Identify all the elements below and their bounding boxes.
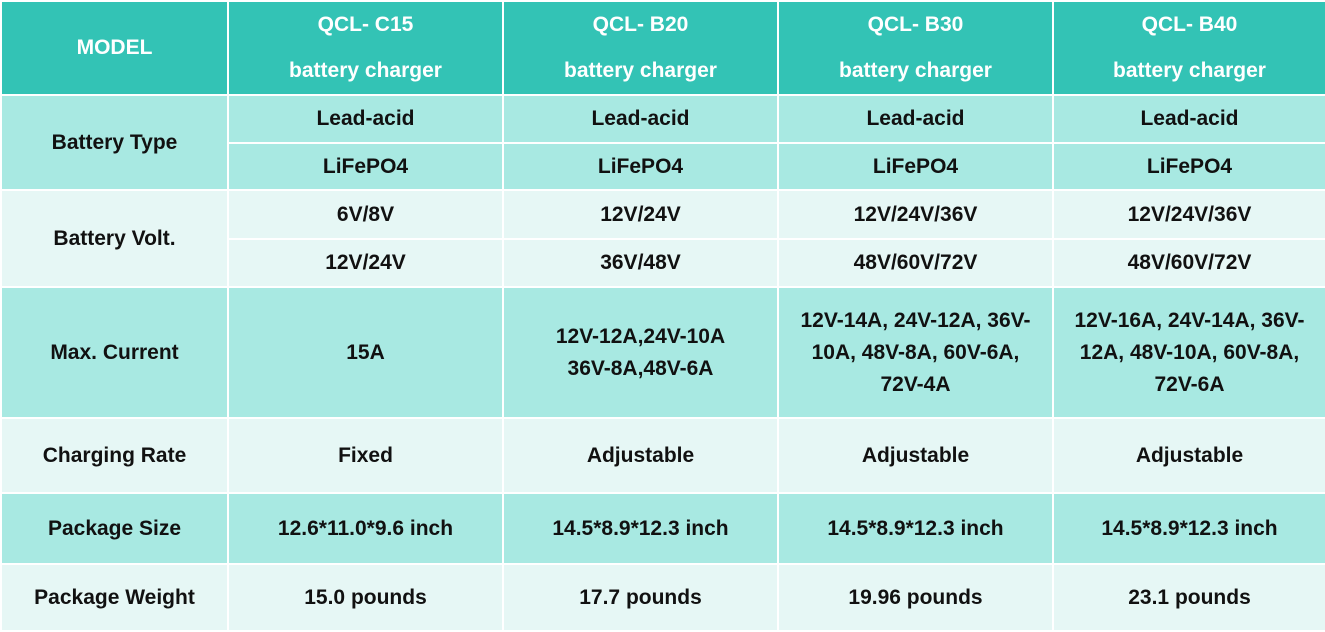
model-name: QCL- B30 xyxy=(867,13,964,36)
cell: 12V/24V xyxy=(227,238,504,288)
model-header: QCL- B20 battery charger xyxy=(502,0,779,96)
cell: 36V/48V xyxy=(502,238,779,288)
cell: 12V-12A,24V-10A 36V-8A,48V-6A xyxy=(502,286,779,419)
cell-line: 17.7 pounds xyxy=(579,585,702,609)
cell-line: 12A, 48V-10A, 60V-8A, xyxy=(1079,340,1300,364)
cell: LiFePO4 xyxy=(227,142,504,191)
cell: 14.5*8.9*12.3 inch xyxy=(1052,492,1325,565)
cell: Lead-acid xyxy=(777,94,1054,144)
cell-line: 15A xyxy=(346,340,385,364)
model-header: QCL- C15 battery charger xyxy=(227,0,504,96)
row-label: Charging Rate xyxy=(0,417,229,494)
cell: 48V/60V/72V xyxy=(1052,238,1325,288)
cell: 17.7 pounds xyxy=(502,563,779,632)
cell-line: 19.96 pounds xyxy=(848,585,983,609)
cell-line: Adjustable xyxy=(861,443,970,467)
row: Package Size 12.6*11.0*9.6 inch 14.5*8.9*1… xyxy=(0,492,1325,565)
cell-line: 10A, 48V-8A, 60V-6A, xyxy=(811,340,1020,364)
sub-row: Battery Type Lead-acid Lead-acid Lead-acid L… xyxy=(0,94,1325,191)
header-label: MODEL xyxy=(0,0,229,96)
row-label: Max. Current xyxy=(0,286,229,419)
row-label: Battery Type xyxy=(0,94,229,191)
cell-line: 12.6*11.0*9.6 inch xyxy=(277,516,454,540)
cell: 15A xyxy=(227,286,504,419)
cell-line: 12V-12A,24V-10A xyxy=(555,324,726,348)
cell: 15.0 pounds xyxy=(227,563,504,632)
cell: LiFePO4 xyxy=(1052,142,1325,191)
row-label: Package Weight xyxy=(0,563,229,632)
cell: 14.5*8.9*12.3 inch xyxy=(502,492,779,565)
cell: 48V/60V/72V xyxy=(777,238,1054,288)
cell: 14.5*8.9*12.3 inch xyxy=(777,492,1054,565)
sub-row: Battery Volt. 6V/8V 12V/24V 12V/24V/36V 12V/… xyxy=(0,189,1325,288)
cell: 12V-14A, 24V-12A, 36V- 10A, 48V-8A, 60V-6… xyxy=(777,286,1054,419)
cell: 12.6*11.0*9.6 inch xyxy=(227,492,504,565)
cell-line: 72V-4A xyxy=(880,372,951,396)
cell: Lead-acid xyxy=(227,94,504,144)
model-name: QCL- B40 xyxy=(1141,13,1238,36)
cell-line: 14.5*8.9*12.3 inch xyxy=(552,516,729,540)
cell-line: Adjustable xyxy=(1135,443,1244,467)
cell-line: 72V-6A xyxy=(1154,372,1225,396)
cell: Adjustable xyxy=(502,417,779,494)
model-subtitle: battery charger xyxy=(564,59,717,82)
cell-line: 12V-14A, 24V-12A, 36V- xyxy=(800,308,1031,332)
cell: 12V/24V xyxy=(502,189,779,240)
sub-row: LiFePO4 LiFePO4 LiFePO4 LiFePO4 xyxy=(1,142,1325,191)
cell-line: Fixed xyxy=(338,443,393,467)
cell: 19.96 pounds xyxy=(777,563,1054,632)
cell: Lead-acid xyxy=(502,94,779,144)
sub-row: 12V/24V 36V/48V 48V/60V/72V 48V/60V/72V xyxy=(1,238,1325,288)
cell: 12V/24V/36V xyxy=(1052,189,1325,240)
cell: 6V/8V xyxy=(227,189,504,240)
row: Charging Rate Fixed Adjustable Adjustable Ad… xyxy=(0,417,1325,494)
model-subtitle: battery charger xyxy=(839,59,992,82)
model-header: QCL- B30 battery charger xyxy=(777,0,1054,96)
row: Max. Current 15A 12V-12A,24V-10A 36V-8A,48V… xyxy=(0,286,1325,419)
row-label: Package Size xyxy=(0,492,229,565)
cell-line: 14.5*8.9*12.3 inch xyxy=(1101,516,1278,540)
row: Package Weight 15.0 pounds 17.7 pounds 19.9… xyxy=(0,563,1325,632)
cell-line: Adjustable xyxy=(586,443,695,467)
cell-line: 15.0 pounds xyxy=(304,585,427,609)
cell: 23.1 pounds xyxy=(1052,563,1325,632)
cell: 12V/24V/36V xyxy=(777,189,1054,240)
model-name: QCL- B20 xyxy=(592,13,689,36)
model-subtitle: battery charger xyxy=(1113,59,1266,82)
cell-line: 12V-16A, 24V-14A, 36V- xyxy=(1074,308,1305,332)
header-row: MODEL QCL- C15 battery charger QCL- B20 batt… xyxy=(0,0,1325,96)
model-subtitle: battery charger xyxy=(289,59,442,82)
cell: LiFePO4 xyxy=(502,142,779,191)
model-name: QCL- C15 xyxy=(317,13,414,36)
cell: LiFePO4 xyxy=(777,142,1054,191)
cell: Fixed xyxy=(227,417,504,494)
model-header: QCL- B40 battery charger xyxy=(1052,0,1325,96)
cell-line: 14.5*8.9*12.3 inch xyxy=(827,516,1004,540)
cell-line: 36V-8A,48V-6A xyxy=(567,356,714,380)
cell: 12V-16A, 24V-14A, 36V- 12A, 48V-10A, 60V-… xyxy=(1052,286,1325,419)
cell: Adjustable xyxy=(1052,417,1325,494)
cell-line: 23.1 pounds xyxy=(1128,585,1251,609)
cell: Adjustable xyxy=(777,417,1054,494)
row-label: Battery Volt. xyxy=(0,189,229,288)
cell: Lead-acid xyxy=(1052,94,1325,144)
